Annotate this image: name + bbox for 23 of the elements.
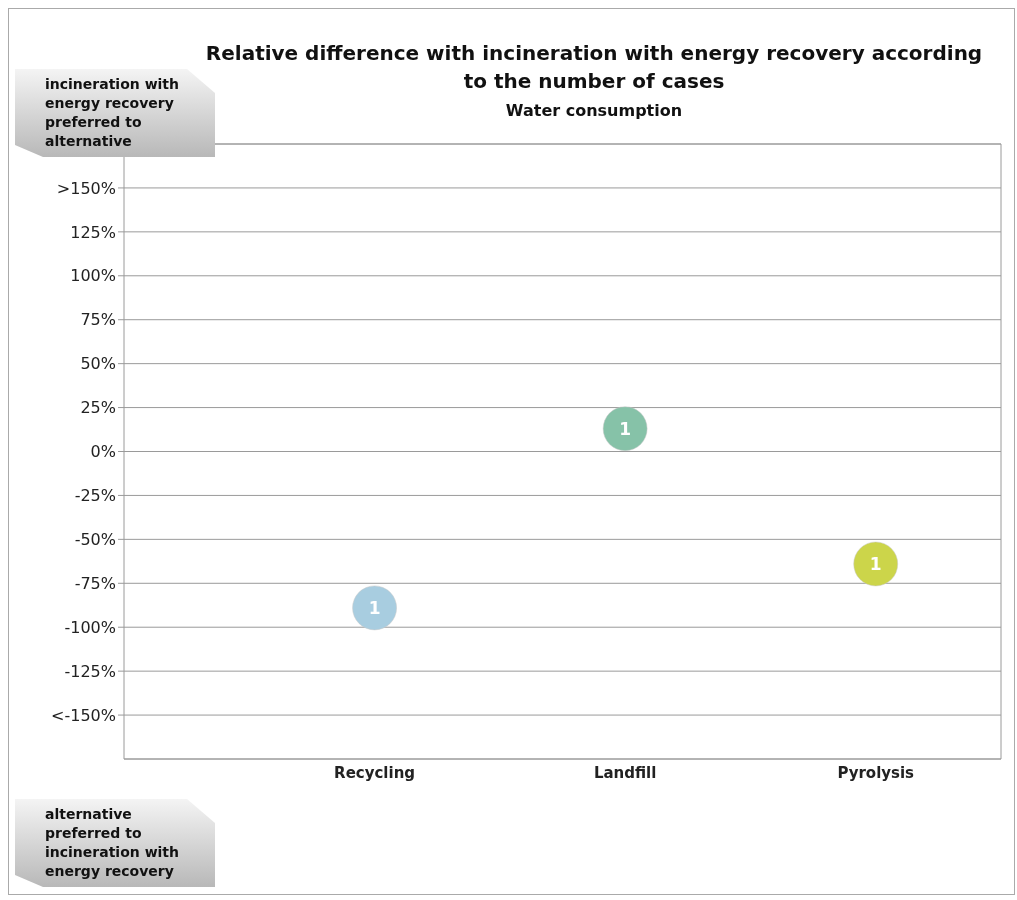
y-tick-label: -125%	[64, 661, 116, 681]
y-tick-label: 100%	[70, 266, 116, 286]
x-tick-label: Recycling	[334, 763, 416, 782]
chart-subtitle: Water consumption	[504, 101, 684, 120]
annotation: incineration with energy recovery preferred to alternative	[44, 75, 181, 151]
y-tick-label: >150%	[56, 178, 116, 198]
annotation: 1	[619, 418, 632, 439]
y-tick-label: -25%	[74, 486, 116, 506]
y-tick-label: -100%	[64, 617, 116, 637]
y-tick-label: 50%	[80, 354, 116, 374]
x-tick-label: Landfill	[593, 763, 657, 782]
y-tick-label: 25%	[80, 398, 116, 418]
x-tick-label: Pyrolysis	[837, 763, 915, 782]
y-tick-label: <-150%	[51, 705, 116, 725]
note-box: alternative preferred to incineration with energy recovery	[15, 799, 215, 887]
y-tick-label: -75%	[74, 573, 116, 593]
note-box: incineration with energy recovery preferred to alternative	[15, 69, 215, 157]
annotation: 1	[368, 597, 381, 618]
y-tick-label: 125%	[70, 222, 116, 242]
y-tick-label: -50%	[74, 530, 116, 550]
y-tick-label: 0%	[90, 442, 116, 462]
annotation: 1	[869, 553, 882, 574]
y-tick-label: 75%	[80, 310, 116, 330]
